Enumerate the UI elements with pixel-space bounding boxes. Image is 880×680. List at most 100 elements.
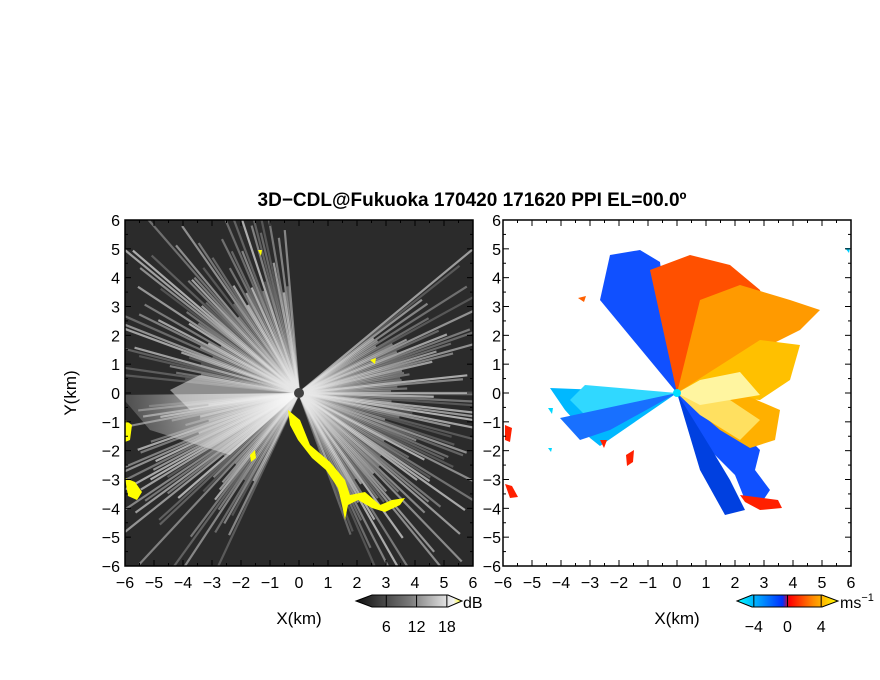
snr-echo-ray: [217, 392, 300, 566]
snr-echo-ray: [298, 391, 473, 414]
snr-echo-ray: [214, 392, 300, 501]
snr-echo-ray: [147, 220, 300, 394]
snr-echo-ray: [298, 392, 461, 535]
snr-x-tick-label: −3: [203, 575, 221, 592]
velocity-x-axis-label: X(km): [654, 609, 699, 628]
velocity-x-tick-label: 3: [760, 575, 769, 592]
snr-echo-ray: [298, 392, 409, 566]
velocity-radar-site: [673, 389, 681, 397]
figure-title: 3D−CDL@Fukuoka 170420 171620 PPI EL=00.0…: [258, 190, 687, 211]
snr-y-tick-label: 6: [111, 213, 120, 230]
snr-echo-ray: [298, 391, 468, 454]
snr-echo-ray: [298, 392, 431, 479]
snr-echo-ray: [191, 279, 300, 394]
snr-echo-ray: [298, 392, 400, 493]
velocity-colorbar-tick-label: 0: [783, 619, 792, 636]
snr-echo-ray: [298, 392, 473, 502]
snr-echo-ray: [157, 319, 300, 394]
snr-x-tick-label: −6: [116, 575, 134, 592]
snr-echo-ray: [232, 303, 300, 394]
snr-colorbar-tick-label: 18: [438, 619, 456, 636]
velocity-y-tick-label: −2: [483, 444, 501, 461]
snr-echo-ray: [298, 345, 377, 394]
snr-x-tick-label: 0: [295, 575, 304, 592]
snr-echo-ray: [211, 257, 300, 394]
snr-echo-ray: [298, 392, 463, 563]
snr-echo-ray: [240, 220, 301, 394]
snr-echo-ray: [298, 391, 473, 441]
snr-x-tick-label: 2: [353, 575, 362, 592]
snr-echo-ray: [252, 220, 301, 394]
snr-x-tick-label: 6: [469, 575, 478, 592]
snr-y-tick-label: −3: [102, 473, 120, 490]
snr-echo-ray: [298, 350, 437, 395]
snr-echo-ray: [298, 392, 442, 508]
snr-west-echo-core: [170, 375, 299, 410]
snr-y-axis-label: Y(km): [61, 370, 80, 415]
snr-echo-ray: [298, 391, 473, 407]
velocity-panel: [503, 220, 851, 566]
snr-echo-ray: [183, 392, 300, 566]
velocity-colorbar-tick-label: −4: [745, 619, 763, 636]
velocity-echo-field: [505, 248, 850, 515]
snr-echo-ray: [138, 355, 300, 395]
snr-echo-ray: [125, 315, 300, 395]
velocity-y-tick-label: −1: [483, 415, 501, 432]
velocity-x-tick-label: −2: [610, 575, 628, 592]
snr-echo-ray: [298, 392, 426, 514]
snr-y-tick-label: −1: [102, 415, 120, 432]
snr-axes: −6 −5 −4 −3 −2 −1 0 1 2 3 4 5 6 6 5 4 3 2 1 0 −1 −2 −3 −4 −5 −6: [102, 213, 478, 592]
snr-echo-ray: [187, 280, 300, 394]
velocity-colorbar-unit-exp: −1: [861, 592, 874, 604]
snr-x-tick-label: 3: [382, 575, 391, 592]
snr-echo-ray: [283, 229, 301, 394]
snr-echo-ray: [250, 225, 301, 394]
snr-y-tick-label: 4: [111, 271, 120, 288]
velocity-y-tick-label: 6: [492, 213, 501, 230]
velocity-x-tick-label: −6: [494, 575, 512, 592]
velocity-y-tick-label: −3: [483, 473, 501, 490]
snr-radar-site: [294, 388, 304, 398]
snr-echo-ray: [298, 392, 404, 539]
velocity-x-tick-label: −1: [639, 575, 657, 592]
snr-y-tick-label: 3: [111, 300, 120, 317]
velocity-x-tick-label: 6: [847, 575, 856, 592]
snr-echo-ray: [139, 267, 300, 394]
snr-x-tick-label: −2: [232, 575, 250, 592]
velocity-colorbar-unit: ms−1: [840, 592, 874, 612]
snr-x-tick-label: 5: [440, 575, 449, 592]
snr-echo-ray: [228, 392, 300, 536]
velocity-x-tick-label: 2: [731, 575, 740, 592]
snr-echo-ray: [298, 338, 408, 394]
snr-echo-ray: [298, 374, 468, 395]
snr-y-tick-label: −4: [102, 501, 120, 518]
snr-echo-ray: [217, 392, 300, 511]
snr-echo-ray: [298, 391, 473, 429]
snr-y-tick-label: −6: [102, 559, 120, 576]
snr-colorbar-tick-label: 6: [382, 619, 391, 636]
snr-echo-ray: [298, 331, 473, 395]
snr-echo-ray: [298, 392, 454, 468]
snr-x-tick-label: 4: [411, 575, 420, 592]
snr-echo-ray: [169, 364, 300, 395]
snr-echo-ray: [259, 232, 301, 394]
velocity-x-tick-label: 1: [702, 575, 711, 592]
snr-echo-ray: [250, 287, 301, 394]
velocity-y-tick-label: 5: [492, 242, 501, 259]
snr-echo-ray: [125, 347, 300, 395]
velocity-colorbar: −4 0 4 ms−1: [735, 592, 874, 636]
velocity-y-tick-label: 3: [492, 300, 501, 317]
snr-echo-ray: [298, 392, 473, 483]
snr-y-tick-label: −2: [102, 444, 120, 461]
snr-west-echo: [125, 393, 299, 455]
snr-colorbar: 6 12 18 dB: [354, 594, 483, 636]
snr-panel: [125, 220, 473, 566]
snr-echo-ray: [200, 373, 300, 395]
snr-echo-ray: [298, 392, 435, 553]
snr-echo-ray: [298, 373, 410, 395]
snr-y-tick-label: 1: [111, 357, 120, 374]
velocity-colorbar-ticks: −4 0 4: [745, 595, 826, 636]
snr-echo-ray: [298, 391, 386, 421]
snr-colorbar-body: [354, 594, 464, 608]
snr-echo-ray: [298, 392, 430, 503]
